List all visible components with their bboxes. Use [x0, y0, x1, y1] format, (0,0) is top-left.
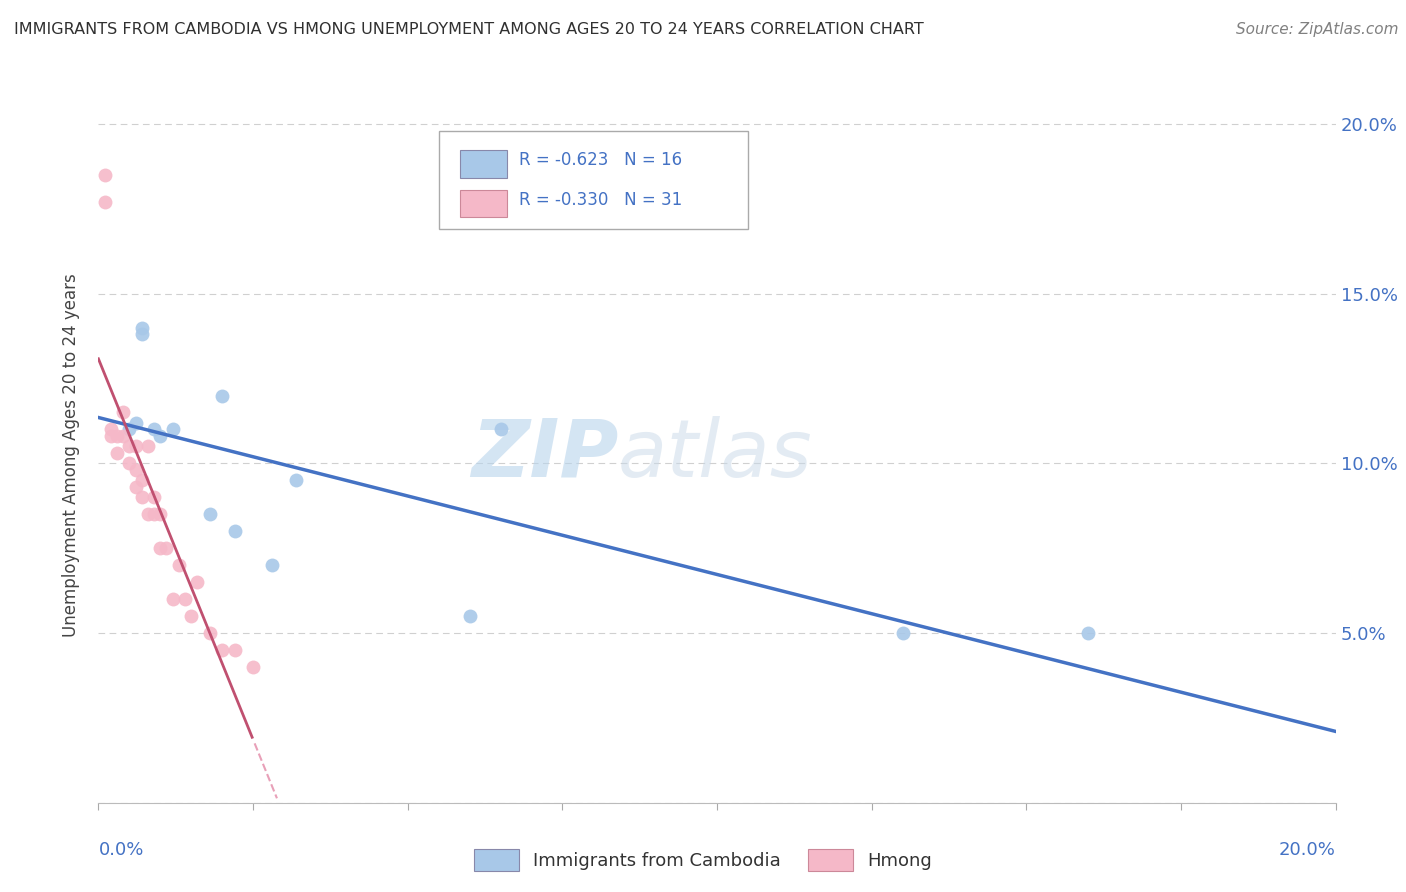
Point — [124, 416, 146, 430]
Point — [131, 491, 153, 505]
Point — [143, 491, 166, 505]
Point — [1077, 626, 1099, 640]
Legend: Immigrants from Cambodia, Hmong: Immigrants from Cambodia, Hmong — [467, 842, 939, 879]
Point — [131, 474, 153, 488]
Point — [211, 388, 233, 402]
Point — [224, 524, 246, 539]
Point — [93, 168, 115, 182]
Point — [136, 439, 159, 453]
Bar — [460, 150, 506, 178]
Point — [118, 422, 141, 436]
Point — [143, 422, 166, 436]
Point — [112, 405, 135, 419]
Text: R = -0.623   N = 16: R = -0.623 N = 16 — [519, 152, 682, 169]
Point — [149, 429, 172, 443]
Point — [174, 592, 197, 607]
Point — [162, 422, 184, 436]
Point — [131, 320, 153, 334]
Point — [143, 508, 166, 522]
Point — [167, 558, 190, 573]
Text: 0.0%: 0.0% — [98, 841, 143, 859]
Point — [198, 626, 221, 640]
Point — [100, 429, 122, 443]
Point — [118, 457, 141, 471]
Point — [458, 609, 481, 624]
Point — [224, 643, 246, 657]
Text: R = -0.330   N = 31: R = -0.330 N = 31 — [519, 191, 682, 209]
Point — [285, 474, 308, 488]
Point — [93, 195, 115, 210]
Point — [124, 463, 146, 477]
Point — [124, 439, 146, 453]
Point — [105, 446, 128, 460]
FancyBboxPatch shape — [439, 131, 748, 229]
Point — [112, 429, 135, 443]
Point — [891, 626, 914, 640]
Point — [118, 439, 141, 453]
Point — [186, 575, 208, 590]
Text: 20.0%: 20.0% — [1279, 841, 1336, 859]
Point — [136, 508, 159, 522]
Point — [155, 541, 177, 556]
Text: ZIP: ZIP — [471, 416, 619, 494]
Text: Source: ZipAtlas.com: Source: ZipAtlas.com — [1236, 22, 1399, 37]
Point — [489, 422, 512, 436]
Point — [100, 422, 122, 436]
Point — [149, 508, 172, 522]
Bar — [460, 190, 506, 218]
Point — [260, 558, 283, 573]
Point — [124, 480, 146, 494]
Text: atlas: atlas — [619, 416, 813, 494]
Point — [198, 508, 221, 522]
Point — [131, 327, 153, 342]
Point — [242, 660, 264, 674]
Point — [105, 429, 128, 443]
Point — [149, 541, 172, 556]
Text: IMMIGRANTS FROM CAMBODIA VS HMONG UNEMPLOYMENT AMONG AGES 20 TO 24 YEARS CORRELA: IMMIGRANTS FROM CAMBODIA VS HMONG UNEMPL… — [14, 22, 924, 37]
Point — [162, 592, 184, 607]
Point — [180, 609, 202, 624]
Y-axis label: Unemployment Among Ages 20 to 24 years: Unemployment Among Ages 20 to 24 years — [62, 273, 80, 637]
Point — [211, 643, 233, 657]
